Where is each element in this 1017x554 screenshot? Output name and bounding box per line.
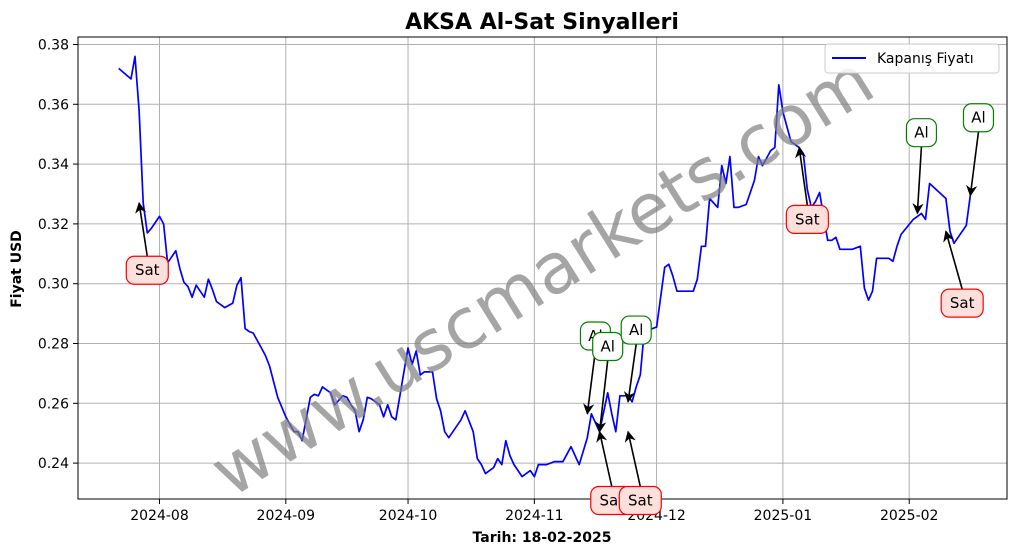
x-tick-label: 2024-08: [130, 508, 189, 524]
signal-arrow: [912, 146, 924, 215]
series-line-0: [118, 55, 972, 478]
signal-arrow: [595, 360, 609, 433]
signal-label: Sat: [950, 294, 975, 312]
sell-signal-8: Sat: [940, 230, 984, 318]
sell-signal-5: Sat: [618, 430, 662, 516]
signal-arrow: [596, 430, 613, 487]
signal-box: [620, 315, 652, 345]
x-tick-label: 2024-10: [379, 508, 438, 524]
buy-signal-7: Al: [905, 118, 938, 215]
signal-annotations: SatAlAlSatAlSatSatAlSatAl: [125, 103, 995, 516]
signal-arrow: [966, 131, 980, 197]
signal-label: Al: [629, 321, 643, 339]
signal-label: Al: [600, 337, 614, 355]
signal-box: [785, 204, 829, 235]
y-tick-label: 0.24: [38, 456, 69, 472]
plot-lines: [118, 55, 972, 478]
sell-signal-0: Sat: [125, 201, 169, 285]
buy-signal-4: Al: [620, 315, 652, 403]
signal-box: [125, 255, 169, 285]
signal-arrow: [135, 201, 149, 257]
signal-label: Sat: [135, 261, 160, 279]
sell-signal-6: Sat: [785, 146, 829, 235]
y-tick-label: 0.38: [38, 37, 69, 53]
y-axis-label: Fiyat USD: [9, 230, 25, 308]
signal-box: [940, 288, 984, 318]
legend-box: [824, 43, 1000, 74]
x-axis-label: Tarih: 18-02-2025: [473, 530, 612, 546]
y-tick-label: 0.34: [38, 157, 69, 173]
buy-signal-9: Al: [962, 103, 995, 197]
chart-title: AKSA Al-Sat Sinyalleri: [405, 10, 679, 35]
ticks: 2024-08 2024-09 2024-10 2024-11 2024-12 2025-…: [38, 37, 939, 524]
y-tick-label: 0.26: [38, 396, 69, 412]
signal-box: [592, 331, 624, 362]
signal-arrow: [943, 230, 963, 290]
x-tick-label: 2024-09: [257, 508, 316, 524]
signal-label: Al: [914, 124, 928, 142]
legend: Kapanış Fiyatı: [824, 43, 1000, 74]
x-tick-label: 2025-02: [880, 508, 939, 524]
signal-label: Sat: [795, 210, 820, 228]
signal-arrow: [583, 349, 597, 415]
signal-box: [618, 485, 662, 516]
x-tick-label: 2024-11: [505, 508, 564, 524]
legend-label: Kapanış Fiyatı: [877, 51, 974, 67]
signal-box: [962, 103, 995, 133]
buy-signal-2: Al: [592, 331, 624, 433]
y-tick-label: 0.30: [38, 277, 69, 293]
grid: [78, 37, 1007, 499]
signal-arrow: [795, 146, 809, 206]
x-tick-label: 2025-01: [754, 508, 813, 524]
signal-label: Sat: [599, 491, 624, 509]
y-tick-label: 0.36: [38, 97, 69, 113]
signal-arrow: [624, 430, 642, 487]
plot-frame: [77, 36, 1008, 500]
signal-arrow: [623, 343, 638, 403]
y-tick-label: 0.32: [38, 217, 69, 233]
y-tick-label: 0.28: [38, 337, 69, 353]
signal-box: [905, 118, 938, 148]
signal-label: Sat: [628, 491, 653, 509]
signal-label: Al: [971, 109, 985, 127]
